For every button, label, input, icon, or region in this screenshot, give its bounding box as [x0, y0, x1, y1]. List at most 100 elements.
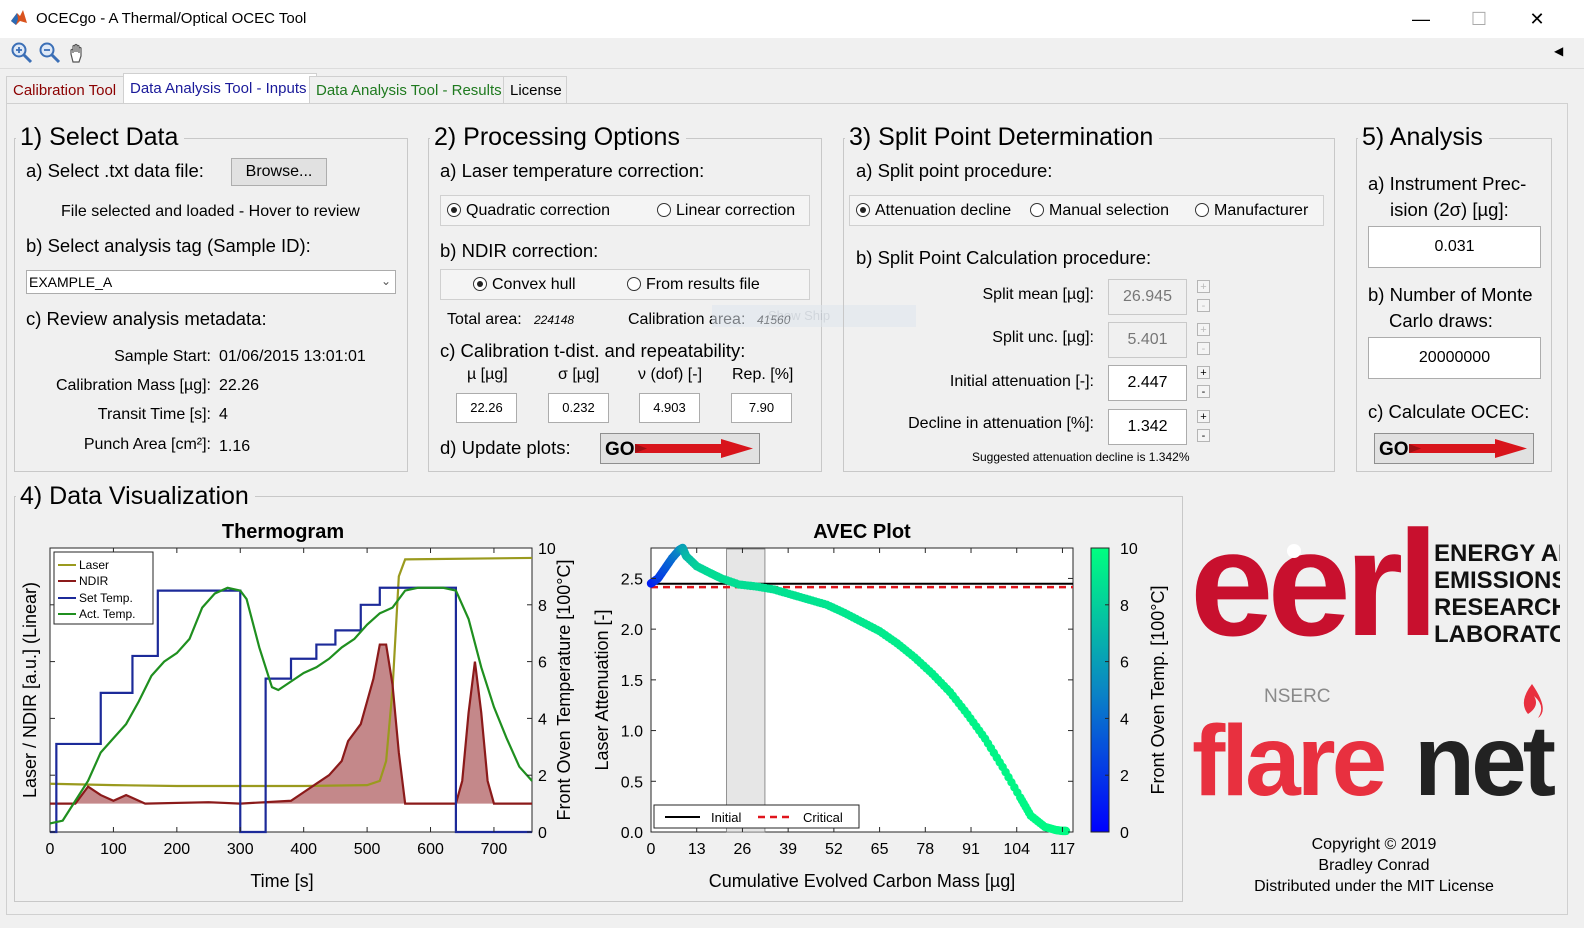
split-band	[726, 548, 766, 833]
radio-icon	[627, 277, 641, 291]
sigma-input[interactable]: 0.232	[548, 393, 609, 423]
initial-attenuation-input[interactable]: 2.447	[1108, 365, 1187, 401]
radio-attenuation-decline[interactable]: Attenuation decline	[856, 202, 1011, 220]
monte-carlo-input[interactable]: 20000000	[1368, 337, 1541, 379]
y-tick-label: 2.0	[621, 622, 643, 639]
dof-input[interactable]: 4.903	[639, 393, 700, 423]
decline-attenuation-decrement[interactable]: -	[1197, 429, 1210, 442]
chevron-down-icon: ⌄	[380, 274, 391, 288]
colorbar-tick-label: 2	[1120, 768, 1129, 785]
radio-label: Quadratic correction	[466, 202, 611, 219]
repeatability-input[interactable]: 7.90	[731, 393, 792, 423]
split-unc-increment: +	[1197, 323, 1210, 336]
select-file-label: a) Select .txt data file:	[26, 160, 204, 181]
thermogram-y2-ticks: 0 2 4 6 8 10	[50, 541, 556, 842]
tab-calibration-tool[interactable]: Calibration Tool	[6, 76, 124, 103]
tooltip-ghost: Show Ship	[712, 305, 916, 327]
net-wordmark: net	[1414, 705, 1556, 805]
radio-label: Attenuation decline	[875, 202, 1012, 219]
legend-act-temp: Act. Temp.	[79, 607, 135, 621]
tab-data-analysis-inputs[interactable]: Data Analysis Tool - Inputs	[123, 73, 317, 103]
colorbar-tick-label: 6	[1120, 655, 1129, 672]
legend-box	[53, 551, 154, 625]
radio-manual-selection[interactable]: Manual selection	[1030, 202, 1169, 220]
x-tick-label: 26	[734, 841, 752, 858]
avec-plot-area	[650, 547, 1074, 833]
radio-linear[interactable]: Linear correction	[657, 202, 795, 220]
laser-line	[49, 556, 533, 788]
maximize-button[interactable]: ☐	[1470, 9, 1488, 29]
avec-chart[interactable]: AVEC Plot 0 13 26 39 52 65 78 91 104 117 0.00.51.…	[588, 510, 1180, 895]
dof-header: ν (dof) [-]	[638, 366, 703, 383]
panel-title: 5) Analysis	[1358, 123, 1489, 152]
radio-icon	[657, 203, 671, 217]
copyright-line: Copyright © 2019	[1311, 836, 1437, 853]
calculate-go-button[interactable]: GO	[1374, 433, 1534, 464]
split-mean-field: 26.945	[1108, 279, 1187, 315]
close-button[interactable]: ✕	[1529, 9, 1545, 29]
x-tick-label: 0	[46, 841, 55, 858]
radio-label: Manual selection	[1049, 202, 1170, 219]
mu-header: µ [µg]	[467, 366, 508, 383]
flarenet-logo: NSERC flare net	[1192, 684, 1560, 805]
pan-icon[interactable]	[66, 41, 90, 65]
avec-x-label: Cumulative Evolved Carbon Mass [µg]	[709, 871, 1016, 891]
x-tick-label: 0	[647, 841, 656, 858]
browse-button[interactable]: Browse...	[231, 158, 327, 186]
precision-input[interactable]: 0.031	[1368, 226, 1541, 268]
radio-from-results[interactable]: From results file	[627, 276, 760, 294]
author-line: Bradley Conrad	[1318, 857, 1430, 874]
tab-data-analysis-results[interactable]: Data Analysis Tool - Results	[309, 76, 505, 103]
initial-attenuation-decrement[interactable]: -	[1197, 385, 1210, 398]
laser-correction-label: a) Laser temperature correction:	[440, 160, 705, 181]
thermogram-chart[interactable]: Thermogram 0 100 200 300 400 500 600 700 0 2 4 6 8 1…	[16, 510, 586, 895]
tab-label: Data Analysis Tool - Inputs	[130, 80, 307, 97]
copyright-block: Copyright © 2019 Bradley Conrad Distribu…	[1244, 834, 1504, 897]
colorbar-label: Front Oven Temp. [100°C]	[1148, 586, 1168, 795]
decline-attenuation-increment[interactable]: +	[1197, 410, 1210, 423]
x-tick-label: 104	[1003, 841, 1030, 858]
y-tick-label: 1.0	[621, 724, 643, 741]
split-unc-label: Split unc. [µg]:	[992, 329, 1094, 346]
split-calc-label: b) Split Point Calculation procedure:	[856, 247, 1152, 268]
toolbar-overflow-icon[interactable]: ◀	[1554, 44, 1564, 58]
eerl-wordmark: eerl	[1190, 499, 1433, 650]
transit-time-value: 4	[219, 406, 228, 423]
avec-series	[646, 543, 1073, 836]
radio-quadratic[interactable]: Quadratic correction	[447, 202, 610, 220]
ndir-correction-group: Convex hull From results file	[440, 269, 810, 300]
license-line: Distributed under the MIT License	[1254, 878, 1494, 895]
minimize-button[interactable]: —	[1412, 9, 1430, 29]
x-tick-label: 300	[227, 841, 254, 858]
set-temp-line	[50, 586, 532, 834]
analysis-tag-dropdown[interactable]: EXAMPLE_A ⌄	[26, 270, 396, 294]
split-mean-label: Split mean [µg]:	[982, 286, 1095, 303]
tab-label: Calibration Tool	[13, 82, 117, 99]
data-visualization-panel	[14, 496, 1183, 902]
logo-dot	[1287, 544, 1301, 558]
punch-area-value: 1.16	[219, 438, 251, 455]
panel-title: 4) Data Visualization	[16, 482, 255, 511]
calculate-ocec-label: c) Calculate OCEC:	[1368, 401, 1530, 422]
radio-label: Linear correction	[676, 202, 796, 219]
decline-attenuation-input[interactable]: 1.342	[1108, 409, 1187, 445]
x-tick-label: 13	[688, 841, 706, 858]
thermogram-legend: Laser NDIR Set Temp. Act. Temp.	[53, 551, 154, 625]
sigma-header: σ [µg]	[558, 366, 600, 383]
radio-convex-hull[interactable]: Convex hull	[473, 276, 576, 294]
calibration-mass-value: 22.26	[219, 377, 260, 394]
x-tick-label: 65	[871, 841, 889, 858]
update-plots-go-button[interactable]: GO	[600, 433, 760, 464]
radio-selected-icon	[473, 277, 487, 291]
zoom-in-icon[interactable]	[10, 41, 34, 65]
initial-attenuation-increment[interactable]: +	[1197, 366, 1210, 379]
go-label: GO	[1379, 439, 1409, 460]
suggested-decline-text: Suggested attenuation decline is 1.342%	[972, 450, 1190, 464]
x-tick-label: 91	[962, 841, 980, 858]
radio-manufacturer[interactable]: Manufacturer	[1195, 202, 1308, 220]
zoom-out-icon[interactable]	[38, 41, 62, 65]
tab-license[interactable]: License	[503, 76, 567, 103]
mu-input[interactable]: 22.26	[456, 393, 517, 423]
y2-tick-label: 0	[538, 825, 547, 842]
radio-icon	[1195, 203, 1209, 217]
